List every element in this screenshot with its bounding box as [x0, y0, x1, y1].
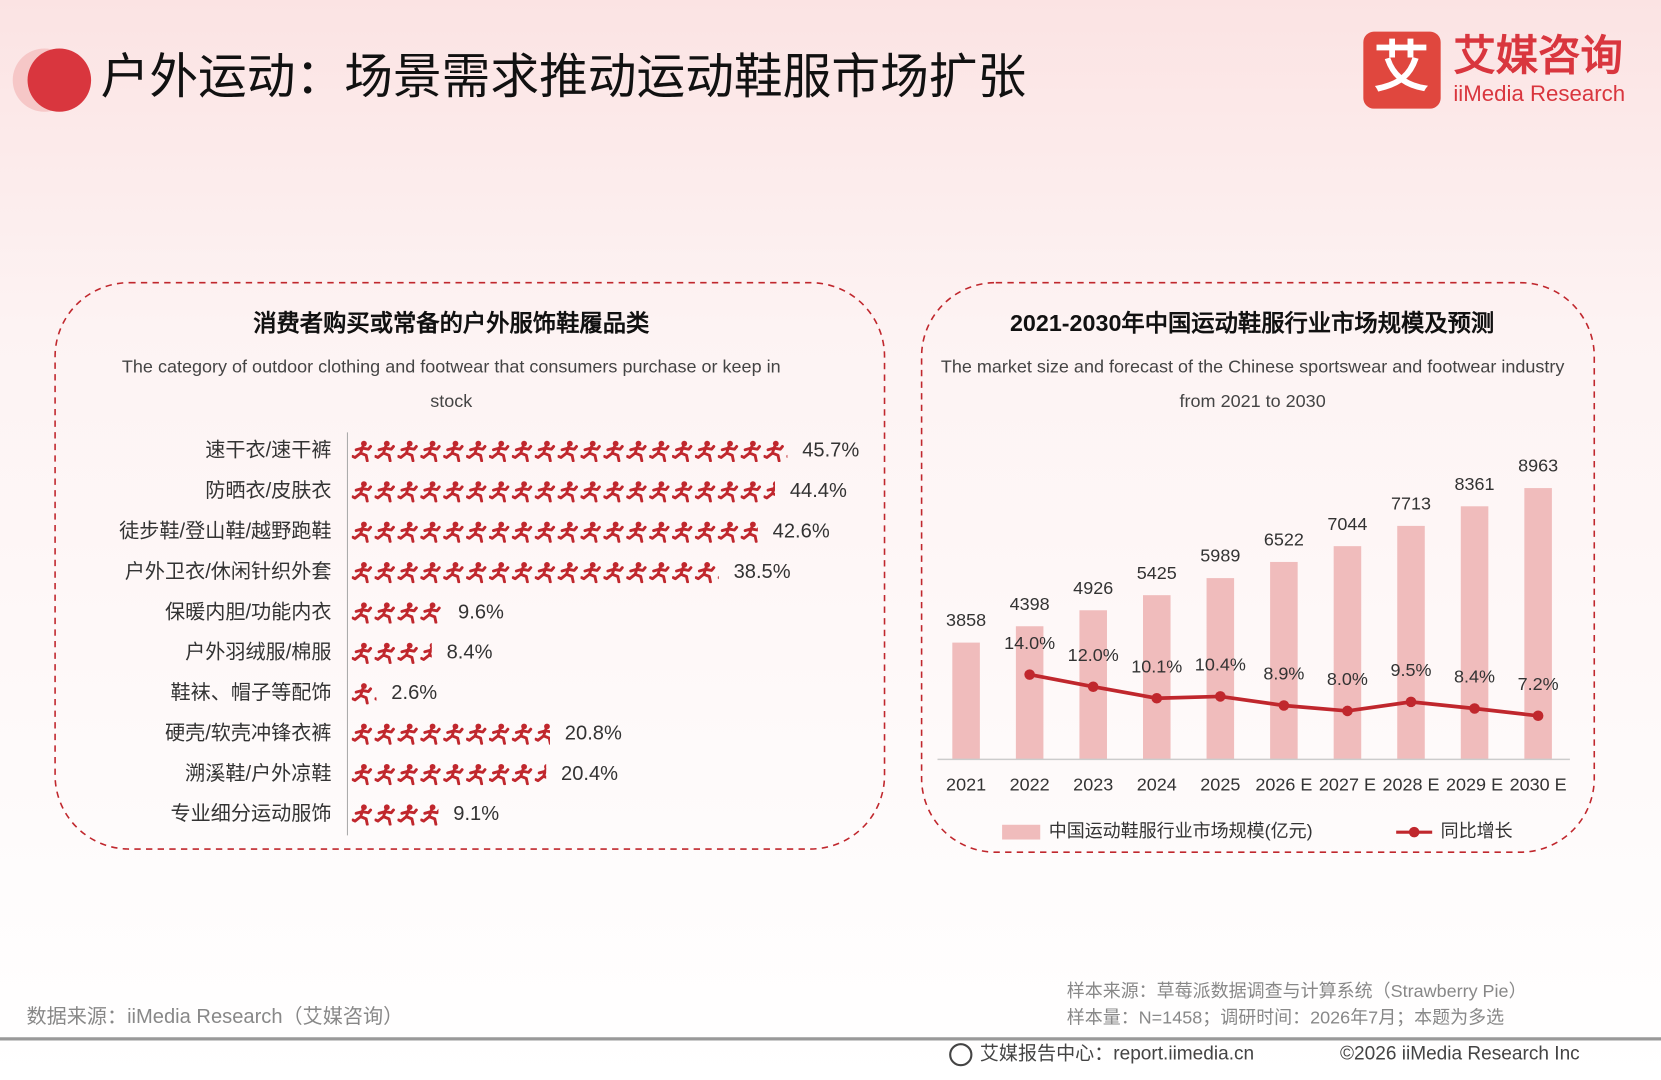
- bar: [1206, 578, 1235, 760]
- x-tick-label: 2027 E: [1319, 775, 1376, 795]
- value-label: 8.4%: [447, 642, 493, 664]
- category-label: 户外羽绒服/棉服: [185, 641, 331, 664]
- footer-icon: [949, 1043, 973, 1067]
- bar-value-label: 8361: [1455, 474, 1495, 494]
- line-value-label: 10.4%: [1195, 655, 1246, 675]
- line-value-label: 8.4%: [1454, 667, 1495, 687]
- category-label: 速干衣/速干裤: [205, 439, 331, 462]
- line-point: [1469, 703, 1480, 714]
- value-label: 42.6%: [773, 521, 830, 543]
- bar: [1333, 546, 1362, 760]
- line-value-label: 7.2%: [1518, 674, 1559, 694]
- legend-swatch: [1002, 824, 1041, 840]
- data-source: 数据来源：iiMedia Research（艾媒咨询）: [26, 1005, 403, 1028]
- title-deco: [27, 48, 92, 112]
- chart-subtitle-box: The category of outdoor clothing and foo…: [121, 356, 781, 412]
- category-label: 保暖内胆/功能内衣: [165, 600, 332, 623]
- bar: [1015, 626, 1044, 760]
- bar-value-label: 3858: [946, 610, 986, 630]
- x-tick-label: 2024: [1137, 775, 1177, 795]
- legend-swatch-dot: [1408, 826, 1420, 838]
- legend-label: 中国运动鞋服行业市场规模(亿元): [1049, 821, 1313, 841]
- bar: [1460, 506, 1489, 760]
- bar: [1142, 595, 1171, 760]
- line-value-label: 12.0%: [1068, 645, 1119, 665]
- report-center: 艾媒报告中心：report.iimedia.cn: [980, 1043, 1254, 1065]
- x-tick-label: 2025: [1200, 775, 1240, 795]
- x-tick-label: 2022: [1010, 775, 1050, 795]
- bar: [1270, 561, 1298, 760]
- page-title: 户外运动：场景需求推动运动鞋服市场扩张: [101, 50, 1027, 104]
- x-tick-label: 2029 E: [1446, 775, 1503, 795]
- chart-title: 消费者购买或常备的户外服饰鞋履品类: [253, 310, 650, 336]
- line-value-label: 8.9%: [1263, 664, 1304, 684]
- value-label: 9.6%: [458, 601, 504, 623]
- line-point: [1215, 691, 1226, 702]
- bar: [1397, 525, 1425, 760]
- value-label: 2.6%: [391, 682, 437, 704]
- copyright: ©2026 iiMedia Research Inc: [1340, 1044, 1580, 1065]
- line-value-label: 8.0%: [1327, 669, 1368, 689]
- bar-value-label: 5989: [1200, 546, 1240, 566]
- value-label: 38.5%: [734, 561, 791, 583]
- line-point: [1342, 705, 1353, 717]
- bar-value-label: 6522: [1264, 530, 1304, 550]
- line-point: [1278, 700, 1290, 711]
- x-tick-label: 2021: [946, 775, 986, 795]
- bar-value-label: 4398: [1010, 594, 1050, 614]
- chart-subtitle: The category of outdoor clothing and foo…: [121, 356, 781, 412]
- category-label: 鞋袜、帽子等配饰: [171, 681, 332, 704]
- bar: [952, 642, 980, 760]
- bar-value-label: 4926: [1073, 578, 1113, 598]
- logo-en: iiMedia Research: [1453, 81, 1625, 106]
- chart-subtitle: The market size and forecast of the Chin…: [940, 356, 1565, 412]
- sample-source: 样本来源：草莓派数据调查与计算系统（Strawberry Pie）: [1067, 981, 1527, 1001]
- value-label: 45.7%: [802, 440, 859, 462]
- category-label: 户外卫衣/休闲针织外套: [125, 560, 332, 583]
- category-label: 专业细分运动服饰: [171, 802, 332, 825]
- value-label: 20.4%: [561, 763, 618, 785]
- value-label: 20.8%: [565, 722, 622, 744]
- x-tick-label: 2023: [1073, 775, 1113, 795]
- value-label: 9.1%: [453, 803, 499, 825]
- x-tick-label: 2030 E: [1510, 775, 1567, 795]
- value-label: 44.4%: [790, 480, 847, 502]
- legend-label: 同比增长: [1441, 821, 1513, 841]
- logo-mark-box: [1363, 31, 1441, 109]
- bar-value-label: 8963: [1518, 456, 1558, 476]
- x-tick-label: 2028 E: [1382, 775, 1439, 795]
- category-label: 溯溪鞋/户外凉鞋: [185, 762, 331, 785]
- category-label: 徒步鞋/登山鞋/越野跑鞋: [119, 520, 331, 543]
- line-point: [1087, 681, 1099, 693]
- line-value-label: 9.5%: [1390, 660, 1431, 680]
- logo-cn: 艾媒咨询: [1453, 32, 1622, 79]
- x-tick-label: 2026 E: [1255, 775, 1312, 795]
- right-panel: [920, 281, 1596, 853]
- category-label: 防晒衣/皮肤衣: [205, 479, 331, 502]
- line-point: [1151, 692, 1163, 704]
- chart-subtitle-box: The market size and forecast of the Chin…: [940, 356, 1565, 412]
- left-panel: [54, 281, 886, 850]
- bar-value-label: 7713: [1391, 494, 1431, 514]
- logo-mark: 艾: [1374, 36, 1429, 98]
- line-point: [1532, 710, 1544, 722]
- category-label: 硬壳/软壳冲锋衣裤: [165, 721, 332, 744]
- sample-info: 样本量：N=1458；调研时间：2026年7月；本题为多选: [1067, 1008, 1504, 1028]
- line-value-label: 14.0%: [1004, 633, 1055, 653]
- bar-value-label: 5425: [1137, 563, 1177, 583]
- bar-value-label: 7044: [1327, 514, 1367, 534]
- line-point: [1405, 696, 1417, 708]
- line-value-label: 10.1%: [1131, 656, 1182, 676]
- chart-title: 2021-2030年中国运动鞋服行业市场规模及预测: [1010, 310, 1494, 336]
- line-point: [1024, 669, 1035, 680]
